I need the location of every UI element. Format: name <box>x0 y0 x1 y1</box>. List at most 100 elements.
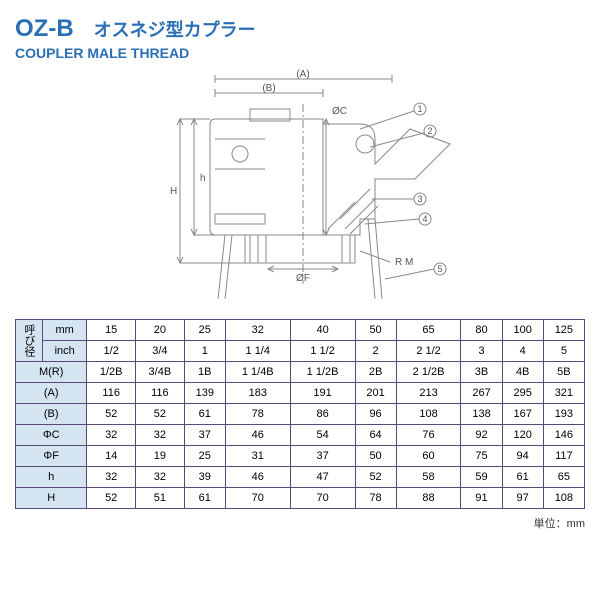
jp-title: オスネジ型カプラー <box>94 16 256 42</box>
table-cell: 213 <box>396 383 461 404</box>
table-cell: 183 <box>225 383 290 404</box>
table-cell: 139 <box>184 383 225 404</box>
row-label: ΦF <box>16 446 87 467</box>
table-cell: 78 <box>355 488 396 509</box>
unit-label: 単位：mm <box>15 515 585 531</box>
table-cell: 1 1/4 <box>225 341 290 362</box>
table-cell: 70 <box>225 488 290 509</box>
table-cell: 4 <box>502 341 543 362</box>
table-cell: 50 <box>355 320 396 341</box>
model-code: OZ-B <box>15 15 74 43</box>
table-cell: 75 <box>461 446 502 467</box>
table-cell: 65 <box>543 467 584 488</box>
table-cell: 14 <box>87 446 136 467</box>
table-cell: 37 <box>290 446 355 467</box>
table-cell: 46 <box>225 425 290 446</box>
table-cell: 78 <box>225 404 290 425</box>
table-cell: 138 <box>461 404 502 425</box>
table-cell: 1/2B <box>87 362 136 383</box>
table-cell: 1 1/2B <box>290 362 355 383</box>
table-cell: 32 <box>225 320 290 341</box>
table-cell: 86 <box>290 404 355 425</box>
svg-text:4: 4 <box>422 214 427 224</box>
table-cell: 39 <box>184 467 225 488</box>
table-cell: 4B <box>502 362 543 383</box>
table-cell: 54 <box>290 425 355 446</box>
table-cell: 193 <box>543 404 584 425</box>
table-cell: 46 <box>225 467 290 488</box>
table-cell: 76 <box>396 425 461 446</box>
dim-label-B: (B) <box>262 83 275 94</box>
table-cell: 96 <box>355 404 396 425</box>
table-cell: 32 <box>87 467 136 488</box>
table-cell: 3/4B <box>136 362 185 383</box>
dim-label-RM: R M <box>395 257 413 268</box>
table-cell: 125 <box>543 320 584 341</box>
table-cell: 116 <box>136 383 185 404</box>
table-cell: 167 <box>502 404 543 425</box>
table-cell: 2 <box>355 341 396 362</box>
svg-text:2: 2 <box>427 126 432 136</box>
table-cell: 100 <box>502 320 543 341</box>
table-cell: 59 <box>461 467 502 488</box>
table-cell: 60 <box>396 446 461 467</box>
table-cell: 5 <box>543 341 584 362</box>
table-cell: 31 <box>225 446 290 467</box>
svg-text:5: 5 <box>437 264 442 274</box>
table-cell: 50 <box>355 446 396 467</box>
table-cell: 1 <box>184 341 225 362</box>
dim-label-C: ØC <box>332 106 347 117</box>
table-cell: 1 1/2 <box>290 341 355 362</box>
table-cell: 92 <box>461 425 502 446</box>
table-cell: 2 1/2B <box>396 362 461 383</box>
table-cell: 3/4 <box>136 341 185 362</box>
table-cell: 267 <box>461 383 502 404</box>
row-label: inch <box>43 341 87 362</box>
table-cell: 15 <box>87 320 136 341</box>
table-cell: 37 <box>184 425 225 446</box>
table-cell: 321 <box>543 383 584 404</box>
table-cell: 91 <box>461 488 502 509</box>
table-cell: 32 <box>136 467 185 488</box>
table-cell: 146 <box>543 425 584 446</box>
table-cell: 1/2 <box>87 341 136 362</box>
table-cell: 2B <box>355 362 396 383</box>
table-cell: 47 <box>290 467 355 488</box>
table-cell: 32 <box>87 425 136 446</box>
row-label: (A) <box>16 383 87 404</box>
table-cell: 5B <box>543 362 584 383</box>
table-cell: 70 <box>290 488 355 509</box>
group-label: 呼び径 <box>16 320 43 362</box>
en-title: COUPLER MALE THREAD <box>15 45 585 61</box>
table-cell: 65 <box>396 320 461 341</box>
table-cell: 61 <box>184 488 225 509</box>
table-cell: 25 <box>184 446 225 467</box>
table-cell: 40 <box>290 320 355 341</box>
technical-diagram: (A) (B) ØC <box>15 69 585 309</box>
table-cell: 25 <box>184 320 225 341</box>
svg-text:1: 1 <box>417 104 422 114</box>
table-cell: 32 <box>136 425 185 446</box>
row-label: ΦC <box>16 425 87 446</box>
table-cell: 2 1/2 <box>396 341 461 362</box>
table-cell: 52 <box>355 467 396 488</box>
table-cell: 80 <box>461 320 502 341</box>
table-cell: 20 <box>136 320 185 341</box>
table-cell: 51 <box>136 488 185 509</box>
dim-label-h: h <box>200 173 206 184</box>
table-cell: 61 <box>502 467 543 488</box>
table-cell: 94 <box>502 446 543 467</box>
spec-table: 呼び径mm1520253240506580100125inch1/23/411 … <box>15 319 585 509</box>
table-cell: 52 <box>87 404 136 425</box>
table-cell: 19 <box>136 446 185 467</box>
svg-text:3: 3 <box>417 194 422 204</box>
table-cell: 1B <box>184 362 225 383</box>
table-cell: 58 <box>396 467 461 488</box>
table-cell: 116 <box>87 383 136 404</box>
table-cell: 108 <box>543 488 584 509</box>
row-label: (B) <box>16 404 87 425</box>
table-cell: 52 <box>87 488 136 509</box>
table-cell: 1 1/4B <box>225 362 290 383</box>
table-cell: 201 <box>355 383 396 404</box>
dim-label-A: (A) <box>296 69 309 80</box>
